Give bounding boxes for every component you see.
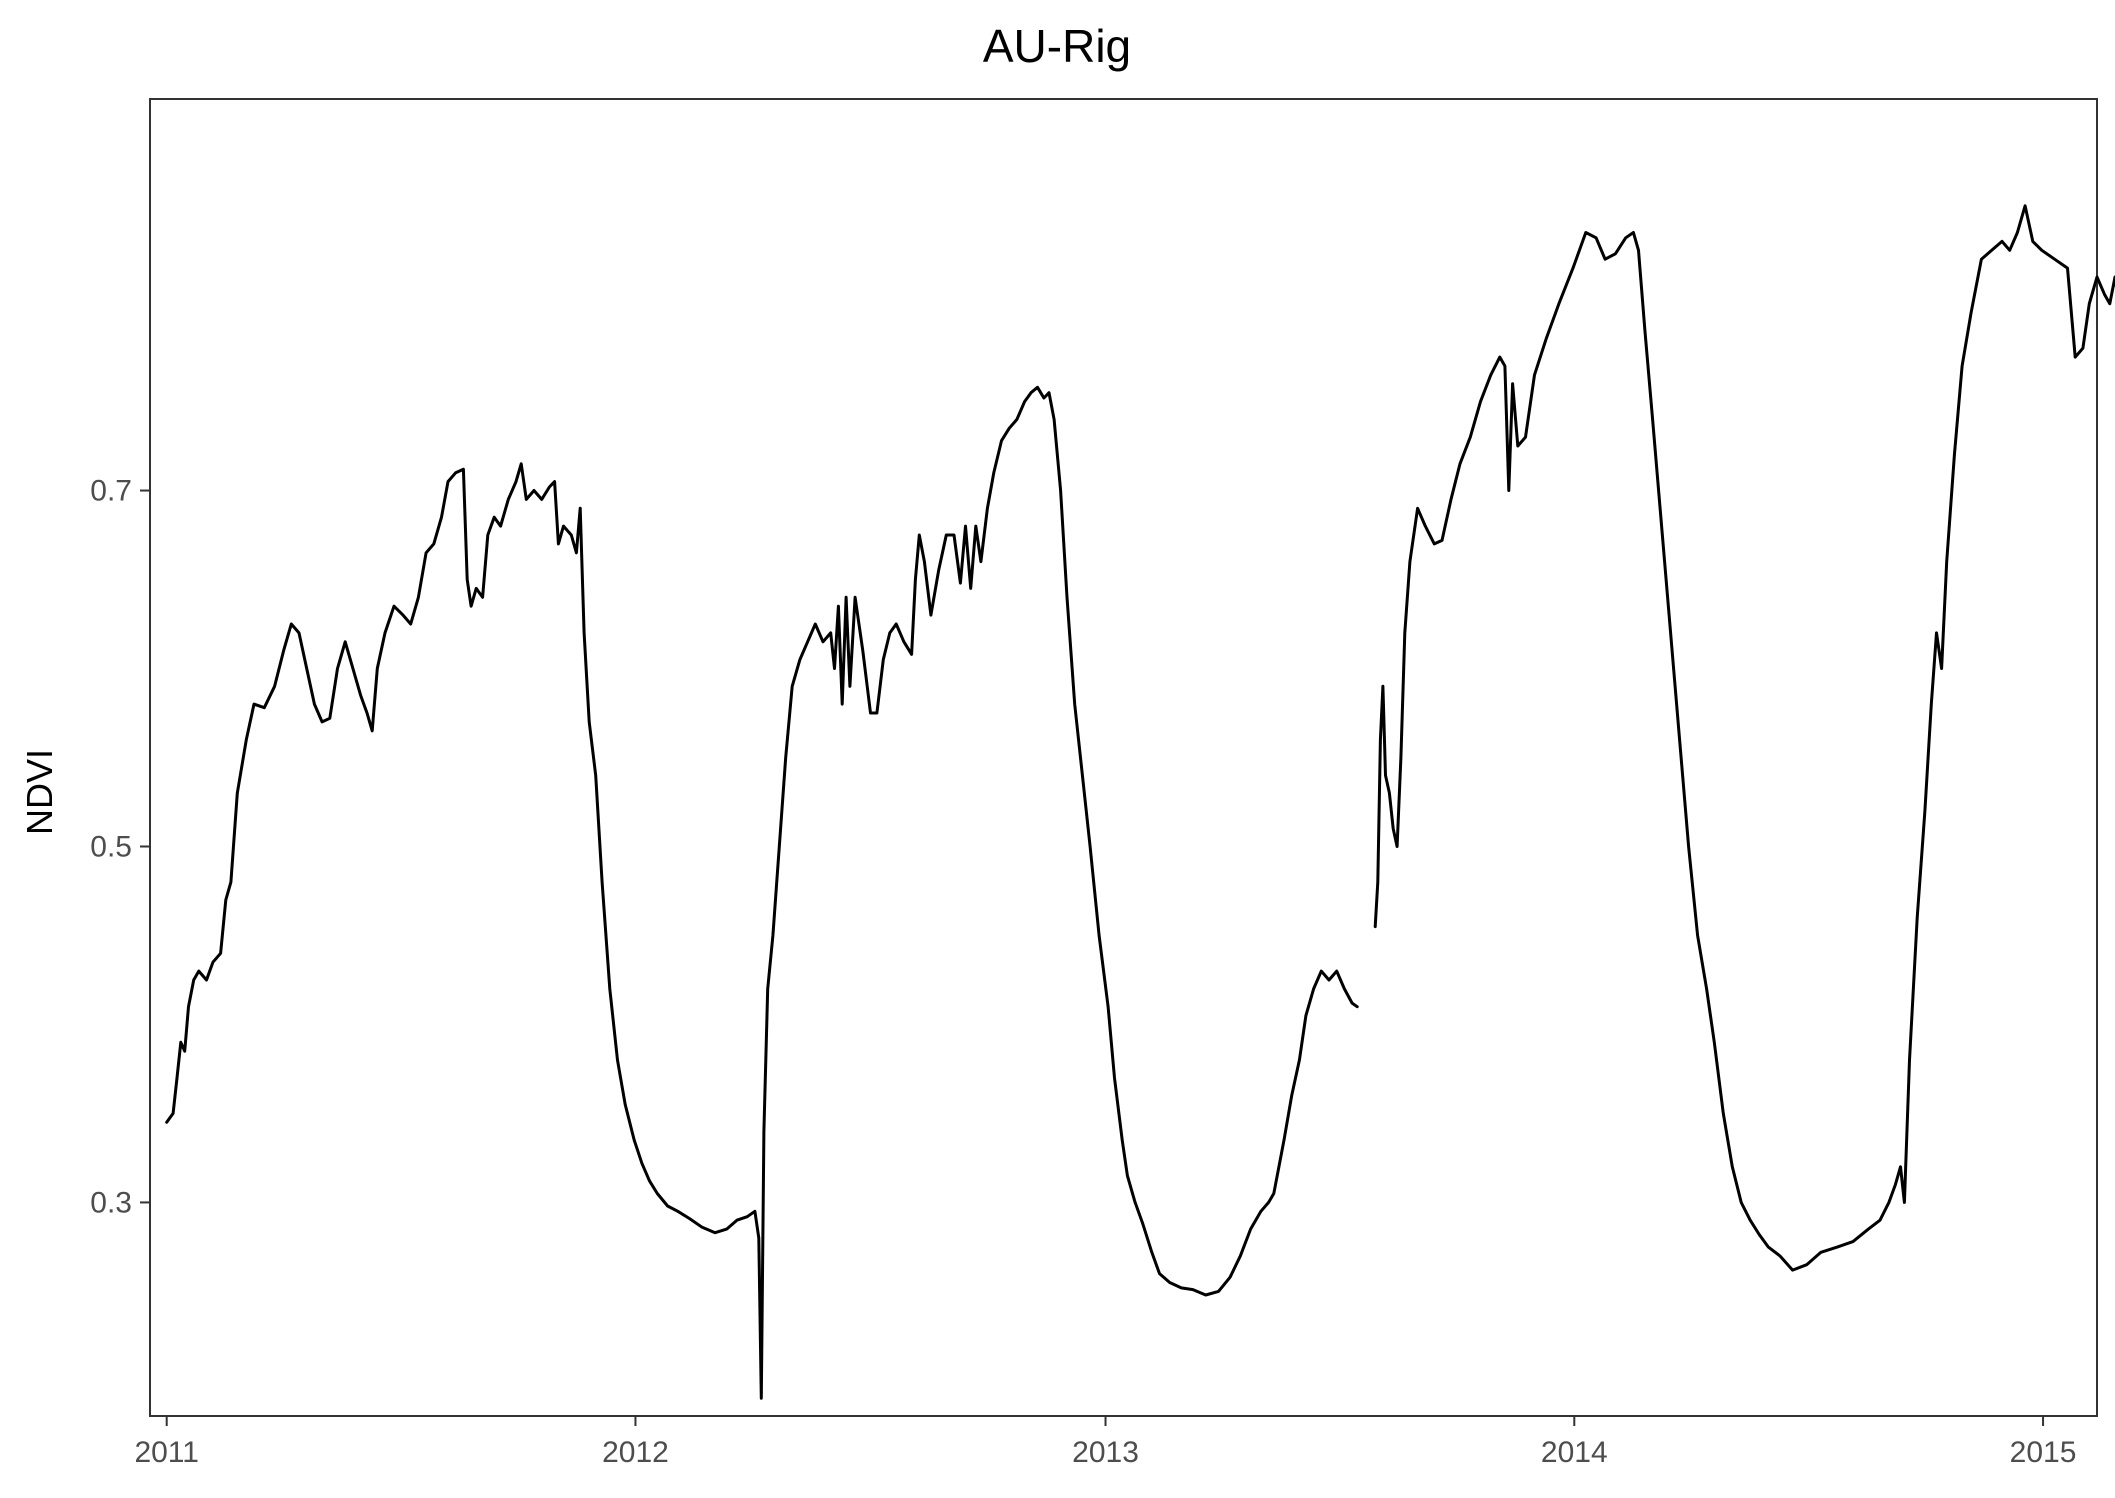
- x-tick-label-2015: 2015: [2010, 1436, 2077, 1469]
- y-tick-label-0.3: 0.3: [90, 1186, 132, 1219]
- x-axis: 2011 2012 2013 2014 2015: [134, 1416, 2076, 1469]
- y-tick-label-0.5: 0.5: [90, 830, 132, 863]
- ndvi-line-segment-1: [165, 385, 1359, 1400]
- y-axis-label: NDVI: [19, 749, 60, 835]
- x-tick-label-2014: 2014: [1541, 1436, 1608, 1469]
- panel-border: [149, 98, 2098, 1417]
- ndvi-line-segment-2: [1373, 204, 2115, 1272]
- x-tick-label-2013: 2013: [1072, 1436, 1139, 1469]
- y-axis: 0.3 0.5 0.7: [90, 475, 150, 1219]
- plot-panel: [149, 98, 2098, 1417]
- series-ndvi: [165, 204, 2115, 1400]
- x-tick-label-2011: 2011: [134, 1436, 199, 1469]
- y-tick-label-0.7: 0.7: [90, 475, 132, 508]
- chart-title: AU-Rig: [983, 20, 1131, 72]
- x-tick-label-2012: 2012: [602, 1436, 669, 1469]
